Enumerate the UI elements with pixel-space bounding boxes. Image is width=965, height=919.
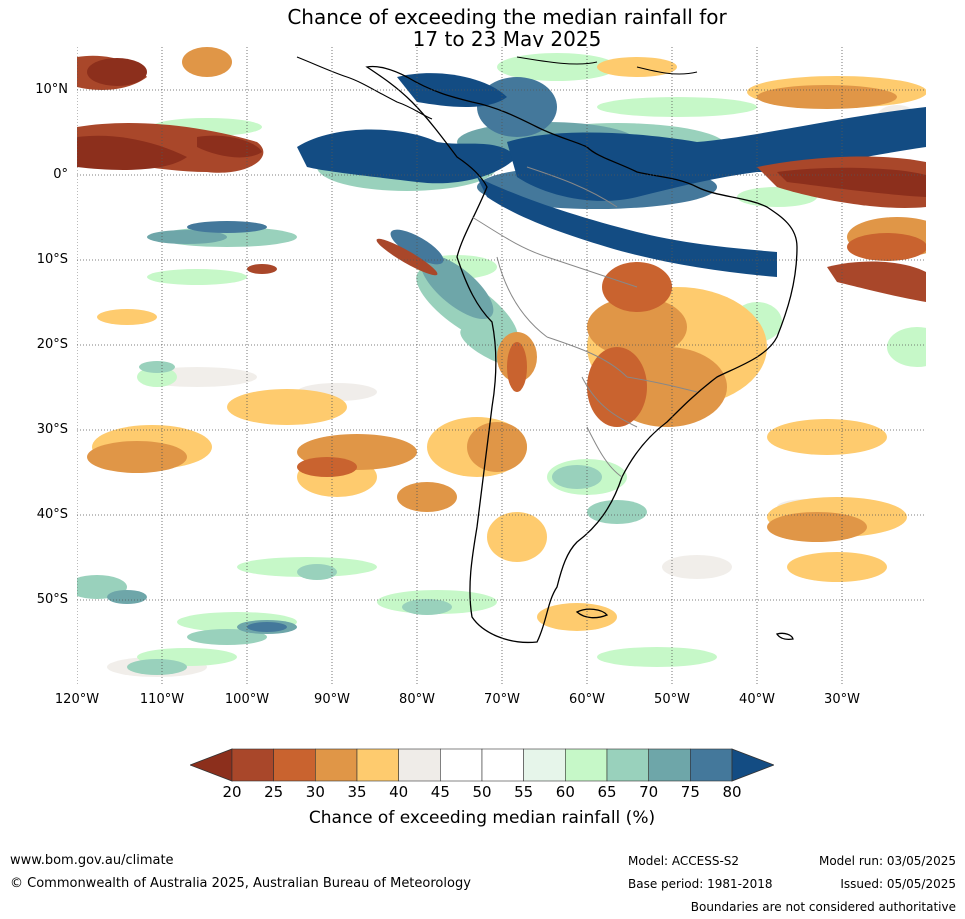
lon-label-90w: 90°W (314, 692, 350, 707)
lat-label-0: 0° (53, 167, 68, 182)
wet-tendency-light (137, 53, 926, 667)
base-period-info: Base period: 1981-2018 (628, 877, 773, 891)
map-title-line1: Chance of exceeding the median rainfall … (287, 5, 727, 29)
lon-label-50w: 50°W (654, 692, 690, 707)
colorbar-cell (356, 748, 399, 782)
colorbar-cell (231, 748, 274, 782)
wet-tendency-extreme (297, 73, 926, 277)
lon-label-120w: 120°W (54, 692, 100, 707)
colorbar-tick-label: 50 (472, 783, 492, 801)
lon-label-70w: 70°W (484, 692, 520, 707)
lat-label-50s: 50°S (36, 592, 68, 607)
model-info: Model: ACCESS-S2 (628, 854, 740, 868)
lon-label-100w: 100°W (224, 692, 270, 707)
colorbar-tick-label: 30 (305, 783, 325, 801)
colorbar-cell (273, 748, 316, 782)
colorbar-cell (481, 748, 524, 782)
website-link[interactable]: www.bom.gov.au/climate (10, 853, 174, 868)
coastline-south-america (365, 65, 798, 644)
south-georgia (775, 632, 794, 640)
map-title-line2: 17 to 23 May 2025 (412, 27, 602, 51)
colorbar-cell (398, 748, 441, 782)
colorbar-cell (690, 748, 733, 782)
colorbar-tick-label: 60 (555, 783, 575, 801)
colorbar-tick-label: 35 (347, 783, 367, 801)
colorbar-cell (440, 748, 483, 782)
colorbar-cell (648, 748, 691, 782)
colorbar-label: Chance of exceeding median rainfall (%) (308, 808, 656, 828)
colorbar-tick-label: 25 (264, 783, 284, 801)
colorbar-extend-low (190, 748, 233, 782)
lon-label-60w: 60°W (569, 692, 605, 707)
colorbar-tick-label: 20 (222, 783, 242, 801)
colorbar (190, 748, 774, 782)
colorbar-tick-label: 75 (680, 783, 700, 801)
lon-label-80w: 80°W (399, 692, 435, 707)
copyright-text: © Commonwealth of Australia 2025, Austra… (10, 876, 471, 891)
country-borders (471, 166, 698, 478)
colorbar-tick-label: 40 (389, 783, 409, 801)
lat-label-40s: 40°S (36, 507, 68, 522)
colorbar-cell (315, 748, 358, 782)
dry-tendency-extreme (77, 58, 926, 197)
colorbar-tick-label: 80 (722, 783, 742, 801)
colorbar-tick-label: 45 (430, 783, 450, 801)
coastline-central-america (296, 56, 433, 120)
model-run-info: Model run: 03/05/2025 (818, 854, 956, 868)
colorbar-cell (565, 748, 608, 782)
lon-label-30w: 30°W (824, 692, 860, 707)
lat-label-10n: 10°N (35, 82, 68, 97)
issued-info: Issued: 05/05/2025 (840, 877, 956, 891)
colorbar-cell (606, 748, 649, 782)
falkland-islands (575, 608, 609, 619)
boundaries-disclaimer: Boundaries are not considered authoritat… (690, 900, 956, 914)
rainfall-map (77, 47, 926, 685)
lon-label-40w: 40°W (739, 692, 775, 707)
graticule (77, 47, 926, 685)
lat-label-20s: 20°S (36, 337, 68, 352)
lat-label-30s: 30°S (36, 422, 68, 437)
coastline-caribbean (516, 56, 698, 75)
colorbar-tick-label: 55 (514, 783, 534, 801)
colorbar-cell (523, 748, 566, 782)
colorbar-extend-high (731, 748, 774, 782)
colorbar-tick-label: 65 (597, 783, 617, 801)
colorbar-tick-label: 70 (639, 783, 659, 801)
lon-label-110w: 110°W (139, 692, 185, 707)
lat-label-10s: 10°S (36, 252, 68, 267)
